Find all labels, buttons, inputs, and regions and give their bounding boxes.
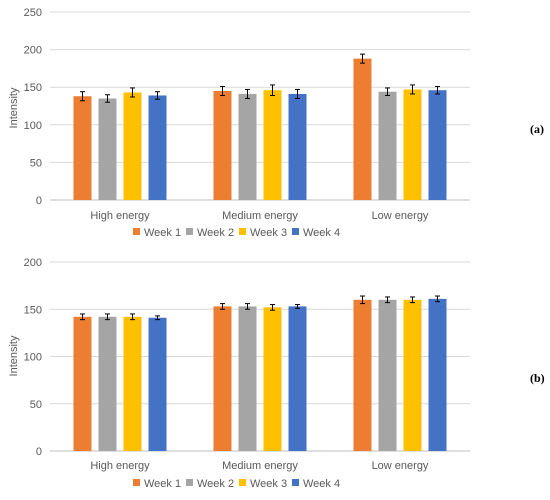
bar: [73, 316, 92, 451]
bar: [353, 299, 372, 451]
error-bar: [220, 303, 225, 310]
error-bar: [295, 88, 300, 99]
y-tick-label: 100: [24, 120, 42, 132]
legend-swatch: [133, 228, 140, 235]
legend-swatch: [133, 479, 140, 486]
error-bar: [435, 295, 440, 303]
error-bar: [410, 84, 415, 95]
y-tick-label: 0: [36, 195, 42, 207]
error-bar: [105, 313, 110, 321]
bar: [73, 96, 92, 200]
x-category-label: High energy: [90, 210, 150, 222]
error-bar: [80, 313, 85, 321]
bar: [403, 89, 422, 200]
error-bar: [385, 296, 390, 304]
error-bar: [155, 91, 160, 100]
error-bar: [270, 84, 275, 96]
bar: [98, 98, 117, 200]
x-category-label: Medium energy: [222, 460, 298, 472]
panel-label: (b): [530, 371, 545, 385]
legend-swatch: [292, 479, 299, 486]
bar: [123, 92, 142, 200]
bar: [213, 306, 232, 451]
bar: [403, 299, 422, 451]
bar: [238, 93, 257, 200]
error-bar: [385, 87, 390, 96]
y-tick-label: 150: [24, 304, 42, 316]
bar: [353, 58, 372, 201]
legend-label: Week 1: [144, 227, 181, 239]
x-category-label: Medium energy: [222, 210, 298, 222]
bar: [288, 306, 307, 451]
error-bar: [245, 303, 250, 310]
x-category-label: Low energy: [372, 460, 429, 472]
error-bar: [245, 88, 250, 99]
error-bar: [105, 94, 110, 103]
bar: [148, 95, 167, 200]
legend-label: Week 2: [197, 478, 234, 490]
bar: [263, 90, 282, 200]
bar: [378, 299, 397, 451]
y-tick-label: 200: [24, 257, 42, 269]
legend-label: Week 3: [250, 478, 287, 490]
chart-panel-b: Intensity (b) 0 50 100 150 200 High energy Med…: [8, 257, 545, 490]
legend-label: Week 2: [197, 227, 234, 239]
x-category-label: Low energy: [372, 210, 429, 222]
error-bar: [435, 85, 440, 95]
legend-swatch: [239, 228, 246, 235]
error-bar: [155, 315, 160, 321]
legend-swatch: [186, 479, 193, 486]
error-bar: [130, 87, 135, 98]
y-tick-label: 200: [24, 45, 42, 57]
legend-swatch: [292, 228, 299, 235]
bar: [238, 306, 257, 451]
y-tick-label: 50: [30, 399, 42, 411]
legend-swatch: [239, 479, 246, 486]
bar: [378, 91, 397, 200]
y-axis-title: Intensity: [8, 335, 20, 376]
y-tick-label: 50: [30, 157, 42, 169]
error-bar: [80, 91, 85, 102]
legend-swatch: [186, 228, 193, 235]
y-tick-label: 150: [24, 82, 42, 94]
error-bar: [360, 53, 365, 64]
legend-label: Week 4: [303, 478, 340, 490]
bar: [98, 316, 117, 451]
y-tick-label: 0: [36, 446, 42, 458]
legend-label: Week 1: [144, 478, 181, 490]
bar: [123, 316, 142, 451]
panel-label: (a): [530, 122, 544, 136]
bar: [428, 90, 447, 200]
error-bar: [270, 304, 275, 311]
legend-label: Week 3: [250, 227, 287, 239]
y-axis-title: Intensity: [8, 87, 20, 128]
error-bar: [220, 85, 225, 96]
y-tick-label: 100: [24, 352, 42, 364]
legend-label: Week 4: [303, 227, 340, 239]
chart-panel-a: Intensity (a) 0 50 100 150 200 250 High energy…: [8, 7, 544, 239]
x-category-label: High energy: [90, 460, 150, 472]
error-bar: [410, 296, 415, 304]
error-bar: [360, 295, 365, 305]
error-bar: [130, 313, 135, 321]
error-bar: [295, 304, 300, 309]
bar: [213, 90, 232, 200]
bar: [263, 307, 282, 451]
bar: [288, 93, 307, 200]
bar: [428, 298, 447, 451]
bar: [148, 317, 167, 451]
y-tick-label: 250: [24, 7, 42, 19]
